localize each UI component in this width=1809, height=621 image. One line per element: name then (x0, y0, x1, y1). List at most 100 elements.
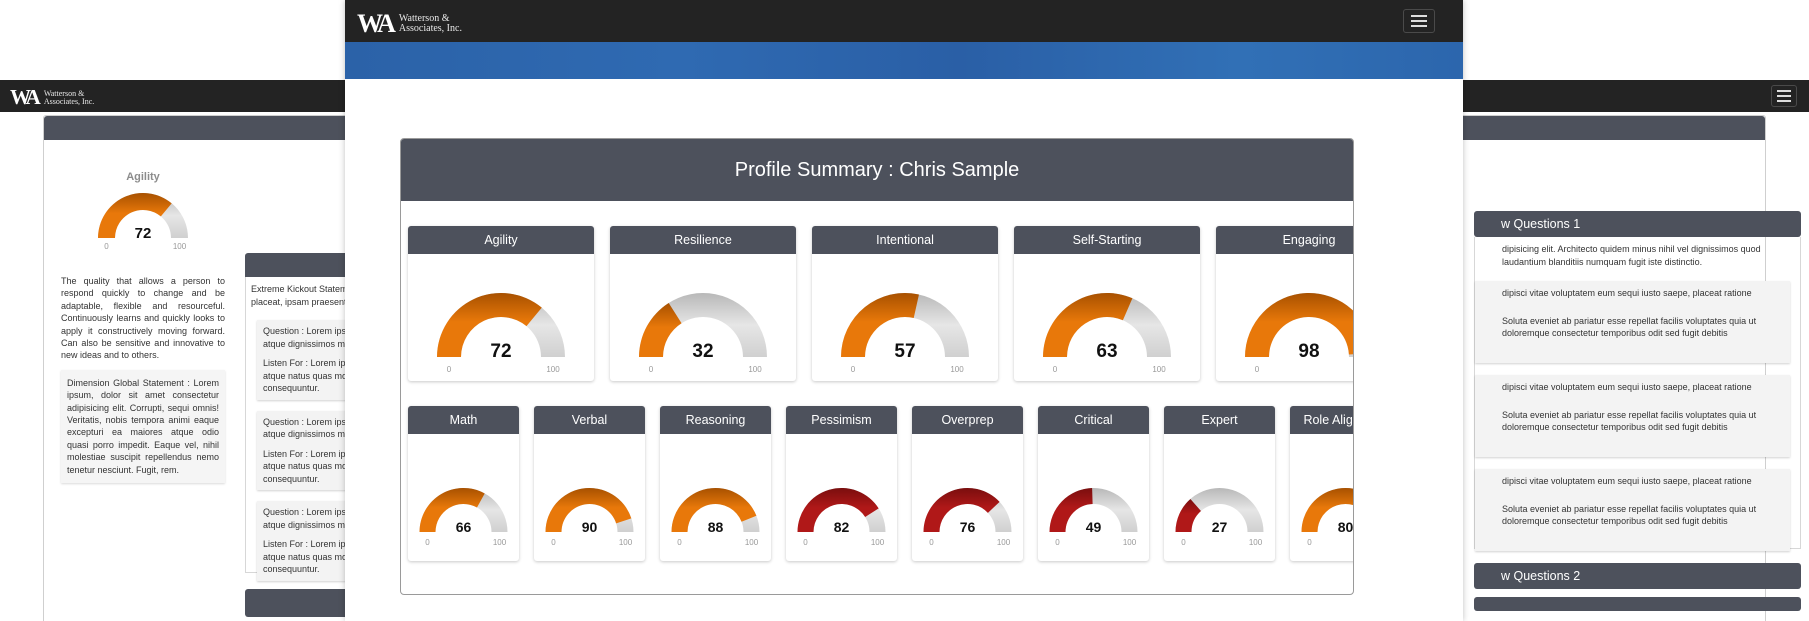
gauge-card-role-alignment: Role Alignment800100 (1290, 406, 1354, 561)
math-gauge-min-label: 0 (425, 538, 430, 547)
question-card: dipisci vitae voluptatem eum sequi iusto… (1475, 469, 1790, 551)
gauge-card-engaging: Engaging980100 (1216, 226, 1353, 381)
logo-line-2: Associates, Inc. (43, 96, 95, 106)
gauge-card-pessimism: Pessimism 82 0 100 (786, 406, 897, 561)
listen-for-text: Listen For : Lorem ip atque natus quas mo… (263, 448, 348, 484)
interview-questions-3-header[interactable] (1474, 597, 1801, 611)
gauge-card-title: Math (408, 406, 519, 434)
gauge-card-title: Critical (1038, 406, 1149, 434)
listen-for-text: Soluta eveniet ab pariatur esse repellat… (1502, 409, 1757, 433)
verbal-gauge-value: 90 (582, 519, 598, 535)
profile-summary-panel: Profile Summary : Chris Sample Agility 72… (400, 138, 1354, 595)
question-text: dipisci vitae voluptatem eum sequi iusto… (1502, 382, 1752, 392)
gauge-card-title: Reasoning (660, 406, 771, 434)
gauge-card-agility: Agility 72 0 100 (408, 226, 594, 381)
gauge-title: Agility (126, 171, 160, 183)
gauge-card-overprep: Overprep 76 0 100 (912, 406, 1023, 561)
question-text: dipisci vitae voluptatem eum sequi iusto… (1502, 476, 1752, 486)
expert-gauge-track (1175, 488, 1264, 532)
agility-gauge-fill (437, 293, 542, 357)
logo-text: Watterson & Associates, Inc. (399, 14, 462, 34)
role-alignment-gauge-min-label: 0 (1307, 538, 1312, 547)
self-starting-gauge: 63 0 100 (1043, 293, 1171, 374)
listen-for-text: Listen For : Lorem ip atque natus quas mo… (263, 539, 348, 574)
listen-for-text: Soluta eveniet ab pariatur esse repellat… (1502, 503, 1757, 527)
engaging-gauge-value: 98 (1298, 341, 1319, 362)
pessimism-gauge-fill (797, 488, 879, 532)
intentional-gauge-value: 57 (894, 341, 915, 362)
gauge-card-title: Agility (408, 226, 594, 254)
question-text: dipisci vitae voluptatem eum sequi iusto… (1502, 288, 1752, 298)
reasoning-gauge-min-label: 0 (677, 538, 682, 547)
company-logo[interactable]: WA Watterson & Associates, Inc. (10, 85, 94, 110)
question-card: dipisci vitae voluptatem eum sequi iusto… (1475, 281, 1790, 363)
math-gauge-fill (419, 488, 485, 532)
agility-gauge-value: 72 (490, 341, 511, 362)
expert-gauge-value: 27 (1212, 519, 1228, 535)
resilience-gauge-min-label: 0 (649, 365, 654, 374)
question-text: Question : Lorem ips atque dignissimos m (263, 507, 347, 530)
interview-questions-2-header[interactable]: w Questions 2 (1474, 563, 1801, 589)
agility-gauge-max-label: 100 (546, 365, 560, 374)
verbal-gauge-max-label: 100 (619, 538, 633, 547)
agility-left-gauge-max-label: 100 (173, 242, 187, 251)
role-alignment-gauge-fill (1301, 488, 1353, 532)
agility-gauge-min-label: 0 (447, 365, 452, 374)
role-alignment-gauge: 800100 (1301, 488, 1354, 547)
gauge-card-title: Intentional (812, 226, 998, 254)
overprep-gauge: 76 0 100 (923, 488, 1012, 547)
critical-gauge: 49 0 100 (1049, 488, 1138, 547)
gauge-card-title: Expert (1164, 406, 1275, 434)
agility-left-gauge-value: 72 (135, 225, 152, 242)
intentional-gauge-min-label: 0 (851, 365, 856, 374)
gauge-card-resilience: Resilience 32 0 100 (610, 226, 796, 381)
verbal-gauge: 90 0 100 (545, 488, 634, 547)
kickout-statement: Extreme Kickout Statem placeat, ipsam pr… (251, 283, 499, 309)
logo-line-2: Associates, Inc. (398, 23, 462, 34)
verbal-gauge-min-label: 0 (551, 538, 556, 547)
math-gauge-max-label: 100 (493, 538, 507, 547)
expert-gauge-min-label: 0 (1181, 538, 1186, 547)
profile-summary-window: WA Watterson & Associates, Inc. Profile … (345, 0, 1463, 621)
logo-line-1: Watterson & (43, 88, 85, 98)
logo-line-1: Watterson & (398, 13, 450, 24)
self-starting-gauge-value: 63 (1096, 341, 1117, 362)
interview-statement: dipisicing elit. Architecto quidem minus… (1502, 244, 1761, 267)
expert-gauge: 27 0 100 (1175, 488, 1264, 547)
gauge-card-intentional: Intentional 57 0 100 (812, 226, 998, 381)
question-text: Question : Lorem ips atque dignissimos m (263, 326, 347, 349)
reasoning-gauge-fill (671, 488, 757, 532)
math-gauge-value: 66 (456, 519, 472, 535)
question-card: dipisci vitae voluptatem eum sequi iusto… (1475, 375, 1790, 457)
hamburger-icon[interactable] (1403, 9, 1435, 33)
pessimism-gauge-min-label: 0 (803, 538, 808, 547)
intentional-gauge-fill (841, 293, 919, 357)
critical-gauge-min-label: 0 (1055, 538, 1060, 547)
engaging-gauge-min-label: 0 (1255, 365, 1260, 374)
gauge-card-verbal: Verbal 90 0 100 (534, 406, 645, 561)
kickout-statement-line-1: Extreme Kickout Statem (251, 284, 348, 294)
front-navbar: WA Watterson & Associates, Inc. (345, 0, 1463, 42)
agility-left-gauge-fill (98, 193, 172, 238)
profile-summary-title: Profile Summary : Chris Sample (401, 139, 1353, 201)
resilience-gauge-value: 32 (692, 341, 713, 362)
gauge-card-title: Self-Starting (1014, 226, 1200, 254)
gauge-card-title: Resilience (610, 226, 796, 254)
logo-text: Watterson & Associates, Inc. (43, 88, 95, 106)
listen-for-text: Listen For : Lorem ip atque natus quas mo… (263, 358, 348, 393)
expert-gauge-max-label: 100 (1249, 538, 1263, 547)
interview-questions-1-header[interactable]: w Questions 1 (1474, 211, 1801, 237)
question-text: Question : Lorem ips atque dignissimos m (263, 416, 347, 440)
dimension-column: Agility 72 0 100 The quality that allows a… (61, 171, 225, 484)
logo-mark: WA (10, 85, 41, 109)
dimension-global-statement: Dimension Global Statement : Lorem ipsum… (61, 369, 225, 484)
hamburger-icon[interactable] (1771, 85, 1797, 107)
gauge-card-title: Overprep (912, 406, 1023, 434)
self-starting-gauge-min-label: 0 (1053, 365, 1058, 374)
resilience-gauge-fill (639, 302, 682, 357)
company-logo[interactable]: WA Watterson & Associates, Inc. (357, 9, 462, 39)
intentional-gauge-max-label: 100 (950, 365, 964, 374)
critical-gauge-fill (1049, 488, 1093, 532)
verbal-gauge-fill (545, 488, 632, 532)
role-alignment-gauge-value: 80 (1338, 519, 1354, 535)
